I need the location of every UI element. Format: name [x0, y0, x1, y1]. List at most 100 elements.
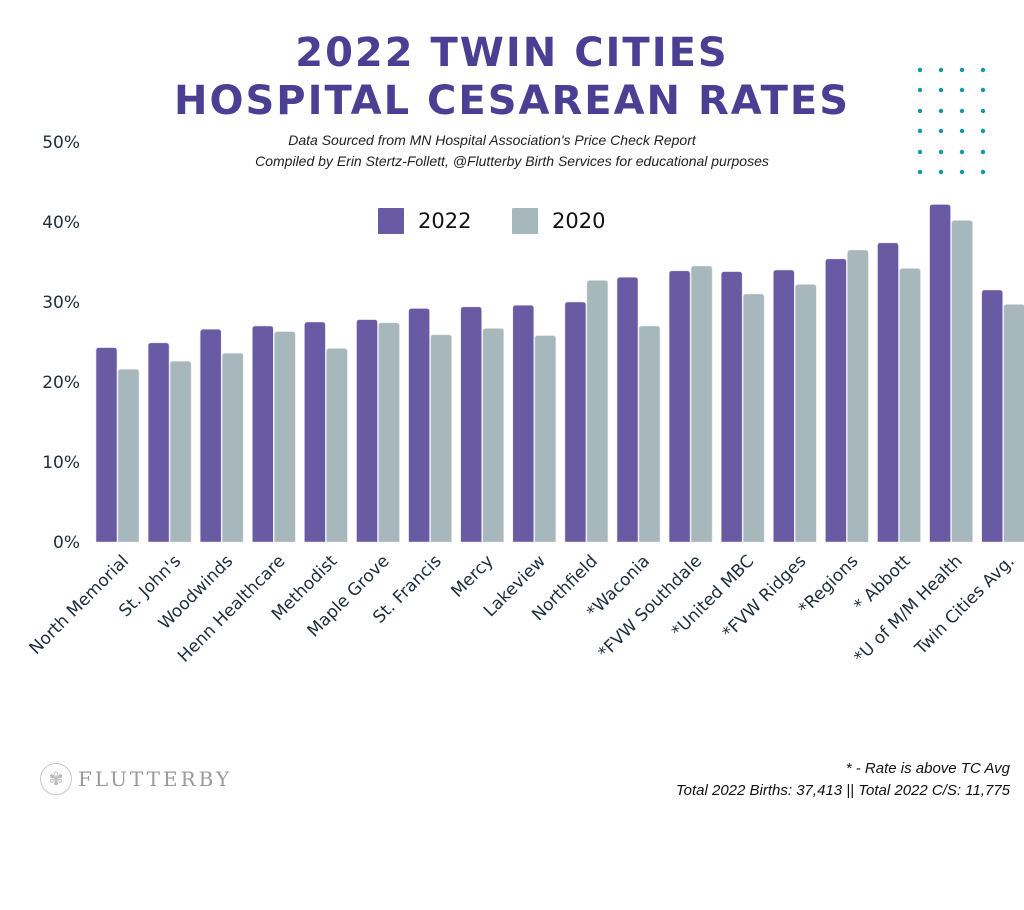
- bar-group: [981, 289, 1024, 543]
- x-tick-label: Twin Cities Avg.: [911, 551, 1019, 659]
- bar-group: [825, 249, 869, 543]
- bar-2020: [326, 348, 348, 543]
- decorative-dot: [917, 149, 923, 155]
- bar-group: [512, 304, 557, 543]
- bar-2020: [169, 360, 192, 543]
- bar-2022: [773, 269, 795, 543]
- chart-title-line2: HOSPITAL CESAREAN RATES: [173, 78, 851, 124]
- decorative-dot: [980, 108, 986, 114]
- bar-group: [773, 269, 817, 543]
- legend-item-2020: 2020: [512, 208, 605, 234]
- bar-2020: [221, 352, 244, 543]
- decorative-dot: [980, 149, 986, 155]
- bar-2020: [274, 331, 296, 543]
- bar-2020: [742, 293, 765, 543]
- bar-2022: [564, 301, 587, 543]
- bar-2022: [95, 347, 118, 543]
- bar-2020: [430, 334, 452, 543]
- decorative-dot: [959, 128, 965, 134]
- y-tick-label: 10%: [42, 453, 80, 473]
- decorative-dot: [980, 128, 986, 134]
- chart-subtitle-source: Data Sourced from MN Hospital Associatio…: [288, 132, 696, 148]
- bar-2020: [378, 322, 400, 543]
- bar-group: [877, 242, 921, 543]
- legend-swatch-2020: [512, 208, 538, 234]
- chart-title-line1: 2022 TWIN CITIES: [295, 30, 729, 76]
- decorative-dot: [959, 67, 965, 73]
- bar-2020: [690, 265, 713, 543]
- bar-2020: [899, 268, 921, 543]
- bar-2020: [847, 249, 869, 543]
- bar-2022: [668, 270, 691, 543]
- decorative-dot: [938, 149, 944, 155]
- decorative-dot: [959, 87, 965, 93]
- logo-text: FLUTTERBY: [78, 767, 233, 791]
- bar-group: [668, 265, 713, 543]
- decorative-dot: [959, 108, 965, 114]
- flutterby-logo: ✾ FLUTTERBY: [40, 763, 232, 795]
- bar-2022: [199, 328, 222, 543]
- decorative-dot: [980, 87, 986, 93]
- bar-2022: [512, 304, 535, 543]
- chart-subtitle-credit: Compiled by Erin Stertz-Follett, @Flutte…: [255, 153, 769, 169]
- legend-item-2022: 2022: [378, 208, 471, 234]
- decorative-dot: [917, 108, 923, 114]
- bar-2022: [616, 276, 639, 543]
- y-tick-label: 20%: [42, 373, 80, 393]
- bar-2020: [586, 280, 609, 543]
- bar-group: [304, 321, 348, 543]
- decorative-dot: [938, 128, 944, 134]
- legend-label-2022: 2022: [418, 209, 472, 233]
- legend-swatch-2022: [378, 208, 404, 234]
- bar-2022: [981, 289, 1003, 543]
- decorative-dot: [917, 169, 923, 175]
- y-tick-label: 0%: [53, 533, 80, 553]
- y-tick-label: 40%: [42, 213, 80, 233]
- decorative-dot: [917, 67, 923, 73]
- bar-2020: [482, 328, 504, 543]
- bar-2020: [1003, 304, 1024, 543]
- x-tick-label: Mercy: [447, 551, 497, 601]
- bar-2022: [147, 342, 170, 543]
- decorative-dot: [959, 149, 965, 155]
- bar-group: [564, 280, 609, 543]
- decorative-dot: [980, 169, 986, 175]
- bar-group: [147, 342, 192, 543]
- bar-group: [929, 204, 973, 543]
- bar-group: [460, 306, 504, 543]
- footnote-totals: Total 2022 Births: 37,413 || Total 2022 …: [675, 782, 1010, 799]
- y-tick-label: 50%: [42, 133, 80, 153]
- bar-group: [252, 325, 296, 543]
- bar-2022: [304, 321, 326, 543]
- decorative-dot-grid: [917, 67, 986, 175]
- decorative-dot: [938, 169, 944, 175]
- footnote-asterisk: * - Rate is above TC Avg: [845, 760, 1010, 777]
- decorative-dot: [917, 128, 923, 134]
- decorative-dot: [959, 169, 965, 175]
- bar-2022: [825, 258, 847, 543]
- y-tick-label: 30%: [42, 293, 80, 313]
- bar-group: [616, 276, 661, 543]
- bar-2022: [929, 204, 951, 543]
- decorative-dot: [917, 87, 923, 93]
- bar-2022: [877, 242, 899, 543]
- bar-group: [408, 308, 452, 543]
- decorative-dot: [980, 67, 986, 73]
- butterfly-icon: ✾: [40, 763, 72, 795]
- bar-group: [199, 328, 244, 543]
- decorative-dot: [938, 108, 944, 114]
- bar-2022: [408, 308, 430, 543]
- bar-2020: [795, 284, 817, 543]
- bar-2022: [252, 325, 274, 543]
- bar-2020: [638, 325, 661, 543]
- bar-2022: [720, 271, 743, 543]
- bar-2020: [951, 220, 973, 543]
- bar-group: [356, 319, 400, 543]
- decorative-dot: [938, 87, 944, 93]
- bar-2020: [534, 335, 557, 543]
- bar-group: [720, 271, 765, 543]
- legend-label-2020: 2020: [552, 209, 606, 233]
- decorative-dot: [938, 67, 944, 73]
- bar-group: [95, 347, 140, 543]
